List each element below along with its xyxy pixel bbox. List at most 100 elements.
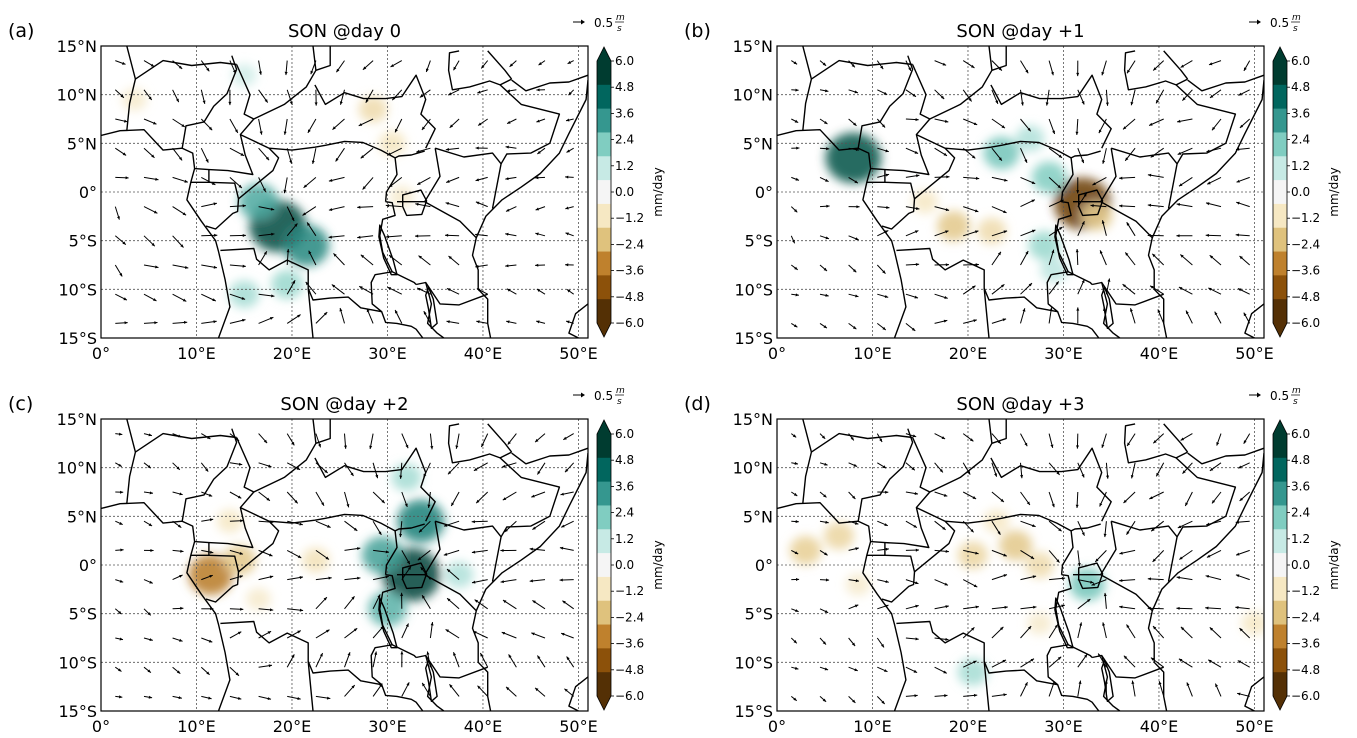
wind-arrowhead bbox=[1209, 62, 1213, 66]
wind-arrowhead bbox=[1239, 124, 1244, 128]
wind-arrowhead bbox=[447, 569, 451, 573]
x-tick-label: 40°E bbox=[464, 717, 502, 736]
wind-arrowhead bbox=[1107, 278, 1111, 282]
wind-arrowhead bbox=[1058, 528, 1062, 532]
wind-arrowhead bbox=[286, 249, 290, 253]
wind-arrowhead bbox=[176, 98, 179, 103]
wind-arrowhead bbox=[884, 230, 889, 234]
wind-arrowhead bbox=[405, 444, 409, 449]
border-line bbox=[126, 419, 137, 504]
wind-arrowhead bbox=[443, 523, 448, 527]
wind-arrowhead bbox=[1031, 229, 1036, 233]
colorbar-segment bbox=[597, 61, 611, 86]
wind-arrowhead bbox=[794, 551, 799, 554]
colorbar-extend-bottom bbox=[1273, 323, 1287, 337]
wind-arrowhead bbox=[912, 434, 917, 438]
colorbar-segment bbox=[1273, 505, 1287, 530]
y-tick-label: 15°N bbox=[57, 37, 97, 56]
wind-arrowhead bbox=[241, 296, 246, 300]
wind-arrowhead bbox=[508, 654, 512, 658]
wind-arrowhead bbox=[270, 207, 275, 211]
wind-arrowhead bbox=[566, 656, 570, 660]
wind-arrowhead bbox=[973, 660, 977, 664]
x-tick-label: 0° bbox=[92, 717, 110, 736]
colorbar-tick-label: 3.6 bbox=[615, 106, 634, 120]
wind-arrowhead bbox=[855, 237, 859, 241]
border-line bbox=[1067, 644, 1093, 658]
wind-arrowhead bbox=[1032, 524, 1036, 527]
wind-arrowhead bbox=[994, 473, 997, 477]
wind-arrowhead bbox=[451, 502, 455, 506]
wind-arrowhead bbox=[538, 62, 542, 66]
wind-arrowhead bbox=[270, 608, 274, 612]
wind-arrowhead bbox=[209, 518, 214, 522]
wind-arrowhead bbox=[178, 65, 183, 69]
x-tick-label: 40°E bbox=[1140, 717, 1178, 736]
y-tick-label: 15°N bbox=[57, 410, 97, 429]
wind-arrowhead bbox=[565, 175, 569, 179]
wind-arrowhead bbox=[235, 672, 239, 676]
wind-arrowhead bbox=[346, 504, 350, 508]
wind-arrowhead bbox=[385, 235, 390, 239]
border-line bbox=[238, 133, 280, 200]
colorbar-tick-label: 2.4 bbox=[1291, 506, 1310, 520]
wind-arrowhead bbox=[882, 270, 886, 274]
wind-arrowhead bbox=[1030, 555, 1035, 559]
colorbar-segment bbox=[1273, 434, 1287, 459]
wind-vectors bbox=[114, 432, 575, 700]
border-line bbox=[1123, 423, 1188, 464]
wind-arrowhead bbox=[1125, 157, 1129, 161]
border-line bbox=[568, 676, 588, 711]
anomaly-mark bbox=[1069, 568, 1106, 601]
wind-arrowhead bbox=[885, 173, 890, 177]
wind-arrowhead bbox=[882, 326, 886, 330]
wind-arrowhead bbox=[294, 500, 298, 504]
wind-arrowhead bbox=[915, 637, 919, 641]
wind-arrowhead bbox=[940, 95, 945, 99]
wind-arrowhead bbox=[795, 520, 799, 524]
wind-arrowhead bbox=[531, 494, 535, 498]
wind-arrowhead bbox=[176, 466, 180, 470]
wind-arrowhead bbox=[208, 639, 213, 643]
wind-arrowhead bbox=[1076, 190, 1080, 194]
y-tick-label: 10°N bbox=[733, 459, 773, 478]
wind-arrowhead bbox=[449, 684, 453, 688]
wind-arrowhead bbox=[1126, 624, 1130, 628]
wind-arrowhead bbox=[971, 155, 976, 159]
y-tick-label: 0° bbox=[755, 183, 773, 202]
wind-arrowhead bbox=[213, 202, 217, 206]
wind-arrowhead bbox=[271, 294, 275, 298]
border-line bbox=[881, 554, 916, 603]
wind-arrowhead bbox=[1180, 437, 1185, 441]
wind-arrowhead bbox=[399, 475, 403, 479]
wind-arrowhead bbox=[1206, 554, 1211, 558]
border-line bbox=[1175, 84, 1237, 165]
border-line bbox=[384, 530, 398, 575]
wind-arrowhead bbox=[855, 579, 859, 583]
wind-arrowhead bbox=[1180, 64, 1185, 68]
wind-arrowhead bbox=[379, 683, 383, 688]
wind-arrowhead bbox=[1020, 474, 1024, 479]
wind-arrowhead bbox=[854, 604, 859, 608]
border-line bbox=[911, 46, 993, 120]
wind-arrowhead bbox=[407, 566, 411, 570]
wind-arrowhead bbox=[562, 600, 566, 604]
lake-outline bbox=[1078, 189, 1104, 217]
wind-arrowhead bbox=[505, 232, 509, 236]
wind-arrowhead bbox=[259, 131, 263, 135]
wind-arrowhead bbox=[792, 434, 797, 438]
anomaly-mark bbox=[231, 63, 257, 87]
wind-arrowhead bbox=[208, 126, 213, 131]
wind-arrowhead bbox=[266, 497, 270, 501]
border-line bbox=[991, 419, 1007, 444]
wind-arrowhead bbox=[234, 129, 238, 133]
wind-arrowhead bbox=[1180, 254, 1184, 258]
wind-arrowhead bbox=[240, 607, 244, 611]
wind-arrowhead bbox=[1238, 465, 1242, 469]
wind-arrowhead bbox=[1081, 101, 1085, 105]
wind-arrowhead bbox=[149, 638, 153, 641]
wind-arrowhead bbox=[881, 700, 885, 704]
wind-arrowhead bbox=[240, 152, 244, 156]
wind-arrowhead bbox=[911, 467, 915, 471]
wind-arrowhead bbox=[566, 289, 571, 293]
